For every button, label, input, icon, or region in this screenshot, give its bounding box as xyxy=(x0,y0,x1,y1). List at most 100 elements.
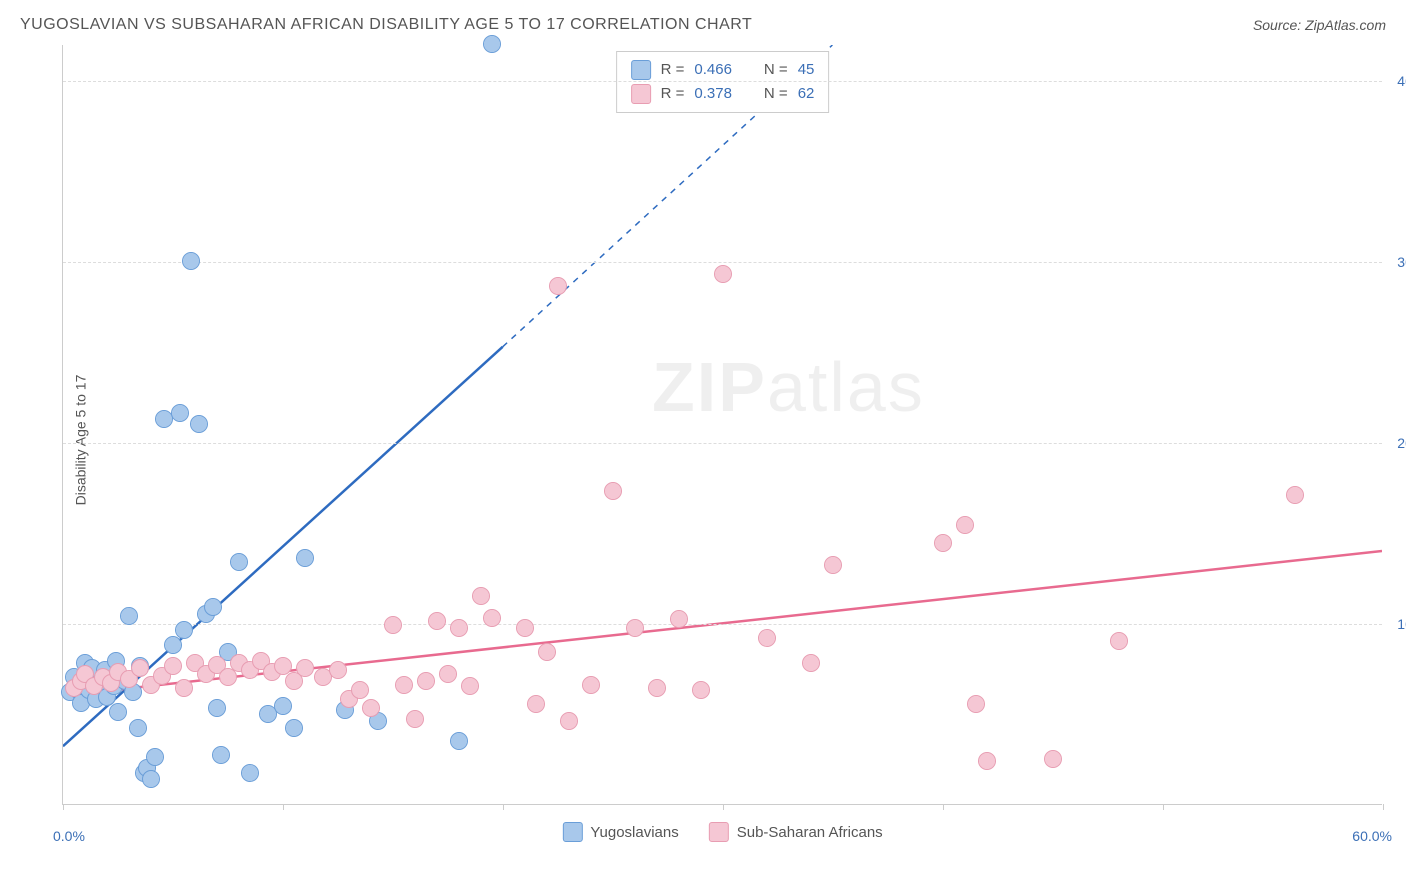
gridline-horizontal xyxy=(63,443,1382,444)
scatter-point-subsaharan xyxy=(329,661,347,679)
scatter-point-subsaharan xyxy=(131,659,149,677)
scatter-point-subsaharan xyxy=(978,752,996,770)
scatter-point-subsaharan xyxy=(758,629,776,647)
x-tick xyxy=(1163,804,1164,810)
scatter-point-subsaharan xyxy=(527,695,545,713)
scatter-point-yugoslavians xyxy=(175,621,193,639)
scatter-point-subsaharan xyxy=(1286,486,1304,504)
x-tick xyxy=(1383,804,1384,810)
scatter-point-subsaharan xyxy=(670,610,688,628)
x-tick xyxy=(63,804,64,810)
scatter-point-subsaharan xyxy=(956,516,974,534)
scatter-point-subsaharan xyxy=(604,482,622,500)
legend-swatch xyxy=(631,84,651,104)
x-axis-max-label: 60.0% xyxy=(1352,828,1392,844)
scatter-point-yugoslavians xyxy=(129,719,147,737)
gridline-horizontal xyxy=(63,81,1382,82)
scatter-point-subsaharan xyxy=(1044,750,1062,768)
scatter-point-subsaharan xyxy=(516,619,534,637)
scatter-point-subsaharan xyxy=(296,659,314,677)
n-label: N = xyxy=(764,82,788,106)
r-value: 0.378 xyxy=(694,82,732,106)
scatter-point-yugoslavians xyxy=(146,748,164,766)
scatter-point-subsaharan xyxy=(175,679,193,697)
series-legend: Yugoslavians Sub-Saharan Africans xyxy=(562,822,882,842)
x-tick xyxy=(723,804,724,810)
r-label: R = xyxy=(661,58,685,82)
n-value: 62 xyxy=(798,82,815,106)
series-label: Sub-Saharan Africans xyxy=(737,824,883,841)
scatter-point-yugoslavians xyxy=(204,598,222,616)
scatter-point-subsaharan xyxy=(483,609,501,627)
x-axis-min-label: 0.0% xyxy=(53,828,85,844)
scatter-point-subsaharan xyxy=(384,616,402,634)
chart-title: YUGOSLAVIAN VS SUBSAHARAN AFRICAN DISABI… xyxy=(20,16,752,34)
x-tick xyxy=(503,804,504,810)
y-tick-label: 10.0% xyxy=(1397,616,1406,632)
scatter-point-yugoslavians xyxy=(109,703,127,721)
scatter-point-subsaharan xyxy=(351,681,369,699)
scatter-point-yugoslavians xyxy=(142,770,160,788)
scatter-point-subsaharan xyxy=(714,265,732,283)
gridline-horizontal xyxy=(63,624,1382,625)
scatter-point-yugoslavians xyxy=(274,697,292,715)
scatter-point-yugoslavians xyxy=(120,607,138,625)
watermark: ZIPatlas xyxy=(652,347,925,427)
series-label: Yugoslavians xyxy=(590,824,678,841)
scatter-point-subsaharan xyxy=(824,556,842,574)
plot-area: ZIPatlas R =0.466N =45R =0.378N =62 0.0%… xyxy=(62,45,1382,805)
scatter-point-subsaharan xyxy=(692,681,710,699)
scatter-point-subsaharan xyxy=(406,710,424,728)
scatter-point-subsaharan xyxy=(362,699,380,717)
scatter-point-subsaharan xyxy=(417,672,435,690)
correlation-legend-row: R = 0.378 N = 62 xyxy=(631,82,815,106)
scatter-point-subsaharan xyxy=(395,676,413,694)
scatter-point-yugoslavians xyxy=(208,699,226,717)
scatter-point-subsaharan xyxy=(428,612,446,630)
scatter-point-yugoslavians xyxy=(296,549,314,567)
scatter-point-subsaharan xyxy=(472,587,490,605)
y-tick-label: 40.0% xyxy=(1397,73,1406,89)
scatter-point-yugoslavians xyxy=(182,252,200,270)
scatter-point-subsaharan xyxy=(1110,632,1128,650)
scatter-point-subsaharan xyxy=(538,643,556,661)
legend-swatch xyxy=(562,822,582,842)
scatter-point-subsaharan xyxy=(582,676,600,694)
x-tick xyxy=(283,804,284,810)
gridline-horizontal xyxy=(63,262,1382,263)
y-tick-label: 30.0% xyxy=(1397,254,1406,270)
n-label: N = xyxy=(764,58,788,82)
legend-swatch xyxy=(631,60,651,80)
scatter-point-subsaharan xyxy=(461,677,479,695)
scatter-point-yugoslavians xyxy=(171,404,189,422)
y-tick-label: 20.0% xyxy=(1397,435,1406,451)
trend-lines-layer xyxy=(63,45,1382,804)
scatter-point-yugoslavians xyxy=(285,719,303,737)
scatter-point-yugoslavians xyxy=(483,35,501,53)
scatter-point-subsaharan xyxy=(648,679,666,697)
scatter-point-subsaharan xyxy=(164,657,182,675)
scatter-point-subsaharan xyxy=(450,619,468,637)
scatter-point-subsaharan xyxy=(934,534,952,552)
scatter-point-yugoslavians xyxy=(212,746,230,764)
chart-container: Disability Age 5 to 17 ZIPatlas R =0.466… xyxy=(50,45,1390,835)
series-legend-item: Yugoslavians xyxy=(562,822,678,842)
correlation-legend-row: R = 0.466 N = 45 xyxy=(631,58,815,82)
scatter-point-yugoslavians xyxy=(230,553,248,571)
scatter-point-yugoslavians xyxy=(241,764,259,782)
legend-swatch xyxy=(709,822,729,842)
r-value: 0.466 xyxy=(694,58,732,82)
scatter-point-subsaharan xyxy=(626,619,644,637)
r-label: R = xyxy=(661,82,685,106)
scatter-point-subsaharan xyxy=(967,695,985,713)
scatter-point-subsaharan xyxy=(549,277,567,295)
source-label: Source: ZipAtlas.com xyxy=(1253,17,1386,33)
scatter-point-subsaharan xyxy=(802,654,820,672)
x-tick xyxy=(943,804,944,810)
scatter-point-subsaharan xyxy=(560,712,578,730)
series-legend-item: Sub-Saharan Africans xyxy=(709,822,883,842)
scatter-point-subsaharan xyxy=(439,665,457,683)
n-value: 45 xyxy=(798,58,815,82)
scatter-point-yugoslavians xyxy=(190,415,208,433)
scatter-point-yugoslavians xyxy=(450,732,468,750)
